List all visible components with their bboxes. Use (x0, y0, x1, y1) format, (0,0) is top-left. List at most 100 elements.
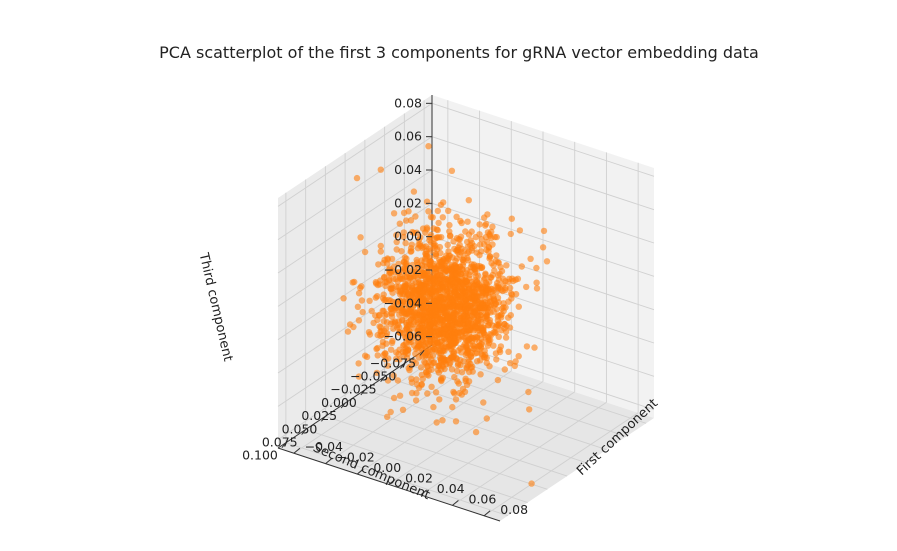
data-point (417, 364, 425, 371)
tick-labels: −0.04−0.020.000.020.040.060.08−0.075−0.0… (242, 95, 528, 516)
gridline-y-floor (305, 429, 528, 503)
data-point (453, 235, 461, 242)
x-tick-mark (388, 479, 396, 485)
data-point (387, 346, 395, 353)
data-point (449, 340, 456, 347)
data-point (477, 357, 484, 364)
data-point (462, 325, 470, 332)
data-point (398, 317, 406, 324)
data-point (400, 209, 408, 216)
data-point (374, 344, 381, 352)
data-point (449, 403, 456, 411)
data-point (406, 366, 413, 374)
data-point (426, 257, 433, 264)
data-point (449, 296, 456, 304)
data-point (465, 358, 472, 366)
x-tick-mark (356, 468, 364, 475)
data-point (411, 334, 418, 341)
data-point (424, 294, 432, 301)
data-point (424, 278, 432, 285)
data-point (453, 367, 461, 375)
data-point (403, 260, 410, 267)
z-tick-label: 0.00 (394, 229, 422, 244)
gridlines (277, 100, 655, 517)
z-tick-label: 0.06 (394, 129, 422, 144)
data-point (354, 303, 362, 310)
data-point (399, 348, 406, 356)
data-point (505, 314, 512, 321)
gridline-z-side (277, 169, 433, 274)
data-point (528, 480, 535, 487)
data-point (494, 284, 502, 292)
x-tick-label: 0.08 (500, 502, 528, 517)
data-point (381, 274, 388, 281)
x-tick-mark (420, 489, 428, 496)
data-point (456, 389, 463, 397)
data-point (440, 199, 447, 206)
data-point (413, 270, 421, 277)
data-point (465, 282, 472, 289)
data-point (361, 248, 369, 256)
data-point (415, 327, 422, 335)
data-point (501, 321, 508, 328)
x-tick-label: 0.02 (405, 471, 433, 486)
data-point (479, 324, 487, 331)
data-point (480, 399, 487, 406)
data-point (477, 371, 484, 378)
data-point (408, 379, 416, 386)
data-point (499, 287, 506, 295)
x-tick-label: −0.04 (305, 439, 343, 454)
y-tick-mark (380, 376, 386, 383)
data-point (384, 362, 391, 369)
x-tick-mark (483, 510, 491, 517)
data-point (344, 328, 352, 335)
data-point (508, 215, 515, 222)
data-point (433, 234, 440, 241)
data-point (422, 339, 430, 346)
data-point (374, 316, 381, 324)
data-point (478, 341, 485, 348)
data-point (431, 336, 439, 344)
x-tick-mark (452, 499, 459, 506)
data-point (410, 358, 417, 365)
z-tick-label: −0.06 (384, 329, 422, 344)
data-point (449, 278, 456, 285)
data-point (393, 231, 400, 239)
data-point (355, 373, 363, 380)
z-tick-label: 0.02 (394, 195, 422, 210)
data-point (493, 356, 500, 363)
data-point (422, 229, 429, 236)
data-point (398, 248, 405, 255)
data-point (401, 254, 409, 261)
y-tick-label: 0.025 (301, 408, 337, 423)
data-point (439, 299, 447, 306)
z-tick-label: 0.04 (394, 162, 422, 177)
data-point (388, 339, 396, 346)
data-point (418, 381, 425, 388)
data-point (439, 374, 446, 381)
data-point (463, 381, 471, 388)
data-point (390, 325, 397, 332)
data-point (394, 377, 402, 384)
data-point (379, 307, 386, 314)
data-point (340, 295, 347, 302)
data-point (448, 167, 456, 174)
data-point (446, 221, 453, 229)
data-point (468, 317, 475, 324)
data-point (507, 290, 515, 297)
data-point (523, 283, 530, 291)
data-point (432, 311, 439, 318)
data-point (387, 270, 394, 277)
data-point (383, 340, 390, 347)
data-point (501, 366, 508, 373)
data-point (515, 353, 522, 360)
data-point (494, 376, 502, 384)
gridline-y-floor (344, 402, 568, 477)
data-point (454, 246, 461, 253)
data-point (486, 253, 494, 261)
data-point (376, 323, 383, 330)
data-point (488, 234, 495, 242)
data-point (390, 210, 398, 217)
data-point (539, 244, 547, 251)
